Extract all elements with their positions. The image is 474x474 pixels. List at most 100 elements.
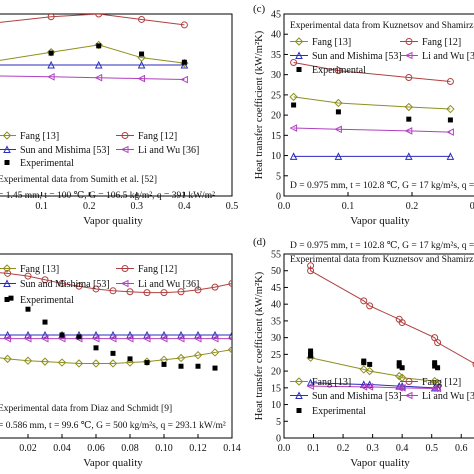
data-point (308, 348, 314, 354)
x-tick-label: 0.2 (337, 443, 350, 454)
data-point (40, 334, 49, 343)
x-tick-label: 0.3 (366, 443, 379, 454)
legend-marker (294, 377, 304, 386)
series-fang-12- (0, 269, 232, 297)
legend-marker (405, 378, 413, 385)
data-point (404, 152, 413, 160)
data-point (126, 330, 134, 339)
data-point (178, 363, 184, 369)
data-point (176, 353, 186, 363)
legend-entry: Fang [12] (400, 37, 461, 48)
data-point (142, 334, 151, 343)
series-line (293, 62, 451, 83)
data-point (307, 262, 315, 270)
series-experimental (8, 295, 218, 371)
series-sun-and-mishima-53- (289, 152, 455, 160)
legend-marker (295, 391, 303, 399)
y-tick-label: 10 (271, 400, 281, 411)
data-point (308, 353, 314, 359)
legend-label: Fang [12] (422, 377, 461, 388)
legend-marker (405, 38, 413, 45)
data-point (367, 361, 373, 367)
data-point (180, 75, 188, 84)
data-point (334, 125, 342, 134)
y-tick-label: 35 (271, 50, 281, 61)
data-point (75, 282, 83, 290)
data-point (434, 339, 442, 347)
legend-entry: Experimental (296, 65, 366, 76)
x-tick-label: 0.0 (278, 443, 291, 454)
y-tick-label: 30 (271, 333, 281, 344)
legend-label: Sun and Mishima [53] (20, 279, 110, 290)
data-source-annotation: Experimental data from Kuznetsov and Sha… (290, 254, 474, 265)
y-tick-label: 15 (271, 383, 281, 394)
axes-frame (0, 13, 233, 197)
x-tick-label: 0.12 (189, 443, 207, 454)
data-point (289, 124, 298, 132)
data-point (92, 285, 100, 293)
legend-label: Sun and Mishima [53] (312, 51, 402, 62)
x-tick-label: 0.14 (223, 443, 241, 454)
legend-marker (120, 145, 129, 154)
x-axis-label: Vapor quality (83, 215, 143, 227)
data-point (74, 359, 84, 368)
x-tick-label: 0.5 (425, 443, 438, 454)
legend-entry: Fang [12] (116, 131, 177, 142)
legend-label: Li and Wu [36] (138, 279, 199, 290)
legend-entry: Li and Wu [36] (400, 51, 474, 62)
data-point (360, 297, 368, 305)
data-point (57, 358, 67, 367)
legend-marker (295, 51, 303, 59)
data-point (110, 350, 116, 356)
axes-frame (283, 253, 474, 439)
data-point (228, 279, 232, 287)
data-point (361, 360, 367, 366)
x-tick-label: 0.06 (87, 443, 105, 454)
series-li-and-wu-36- (0, 334, 232, 343)
data-point (109, 287, 117, 295)
data-source-annotation: Experimental data from Sumith et al. [52… (0, 174, 157, 185)
data-point (306, 382, 315, 390)
legend-entry: Li and Wu [36] (116, 279, 199, 290)
data-point (211, 330, 219, 339)
data-point (76, 334, 82, 340)
data-point (144, 360, 150, 366)
data-point (193, 350, 203, 360)
legend-entry: Li and Wu [36] (400, 391, 474, 402)
y-tick-label: 20 (271, 111, 281, 122)
legend-label: Sun and Mishima [53] (312, 391, 402, 402)
legend-label: Fang [13] (20, 264, 59, 275)
data-point (396, 360, 402, 366)
data-point (108, 359, 118, 368)
series-li-and-wu-36- (289, 124, 454, 136)
data-point (160, 330, 168, 339)
data-point (3, 354, 12, 364)
data-point (160, 289, 168, 297)
data-point (137, 60, 146, 69)
plot-area (306, 262, 474, 393)
data-point (334, 67, 342, 75)
plot-area (0, 14, 189, 84)
plot-area (0, 269, 232, 371)
panel-top-left: 0.1 0.2 0.3 0.4 0.5 Vapor quality Experimental… (0, 13, 238, 227)
series-line (293, 127, 451, 133)
series-line (293, 96, 451, 110)
legend-label: Fang [12] (138, 131, 177, 142)
x-axis-label: Vapor quality (83, 457, 143, 469)
data-point (92, 330, 100, 339)
legend-entry: Sun and Mishima [53] (0, 279, 110, 290)
legend-marker (4, 160, 10, 165)
data-point (42, 319, 48, 325)
data-source-annotation: Experimental data from Kuznetsov and Sha… (290, 20, 474, 31)
data-source-annotation: Experimental data from Diaz and Schmidt … (0, 403, 172, 414)
legend-label: Fang [13] (20, 131, 59, 142)
x-tick-label: 0.3 (470, 201, 474, 212)
legend-entry: Sun and Mishima [53] (290, 51, 402, 62)
x-tick-label: 0.0 (278, 201, 291, 212)
legend-entry: Sun and Mishima [53] (0, 145, 110, 156)
data-point (446, 152, 455, 160)
data-point (180, 21, 188, 29)
data-point (399, 365, 405, 371)
y-axis-label: Heat transfer coefficient (kW/m²K) (254, 30, 265, 179)
conditions-annotation: D = 0.975 mm, t = 102.8 ℃, G = 17 kg/m²s… (290, 241, 474, 251)
